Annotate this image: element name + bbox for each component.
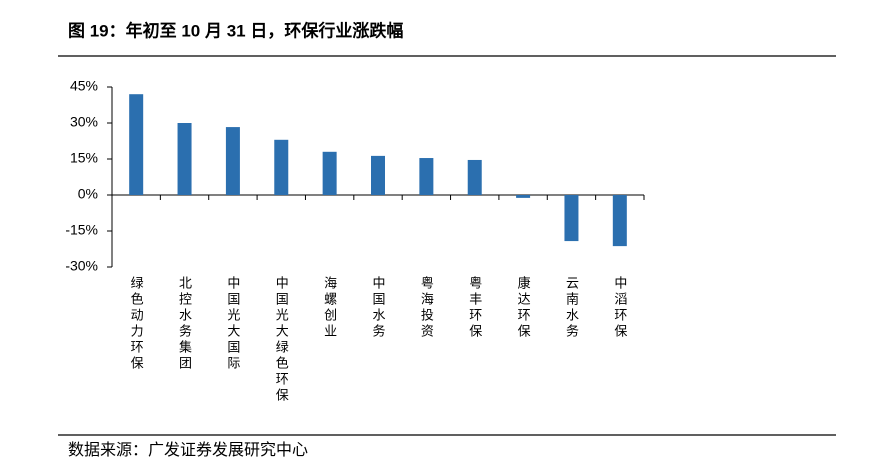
x-tick-label: 中国光大绿色环保 <box>274 276 289 404</box>
bar <box>612 195 627 247</box>
chart-title: 图 19：年初至 10 月 31 日，环保行业涨跌幅 <box>68 20 403 40</box>
y-tick-label: 15% <box>70 150 98 166</box>
bar <box>177 123 192 195</box>
x-tick-label: 绿色动力环保 <box>129 276 144 372</box>
x-tick-label: 粤丰环保 <box>467 275 482 340</box>
x-tick-label: 中国光大国际 <box>225 276 240 372</box>
y-tick-label: -15% <box>65 222 98 238</box>
bar <box>129 94 144 195</box>
x-tick-label: 中国水务 <box>371 276 386 340</box>
bar <box>467 159 482 195</box>
bar <box>322 151 337 195</box>
bar <box>274 139 289 195</box>
x-tick-label: 中滔环保 <box>612 276 627 340</box>
bar <box>371 155 385 195</box>
source: 数据来源：广发证券发展研究中心 <box>68 441 308 459</box>
bar <box>419 158 434 195</box>
x-tick-label: 康达环保 <box>516 275 531 340</box>
y-tick-label: 45% <box>70 78 98 94</box>
y-tick-label: 0% <box>78 186 98 202</box>
x-tick-label: 粤海投资 <box>419 275 434 340</box>
y-tick-label: 30% <box>70 114 98 130</box>
x-tick-label: 北控水务集团 <box>177 276 192 372</box>
y-tick-label: -30% <box>65 258 98 274</box>
x-tick-label: 云南水务 <box>564 276 579 340</box>
bar <box>225 127 240 195</box>
x-tick-label: 海螺创业 <box>322 276 337 340</box>
bar <box>516 195 531 198</box>
bar <box>564 195 579 242</box>
